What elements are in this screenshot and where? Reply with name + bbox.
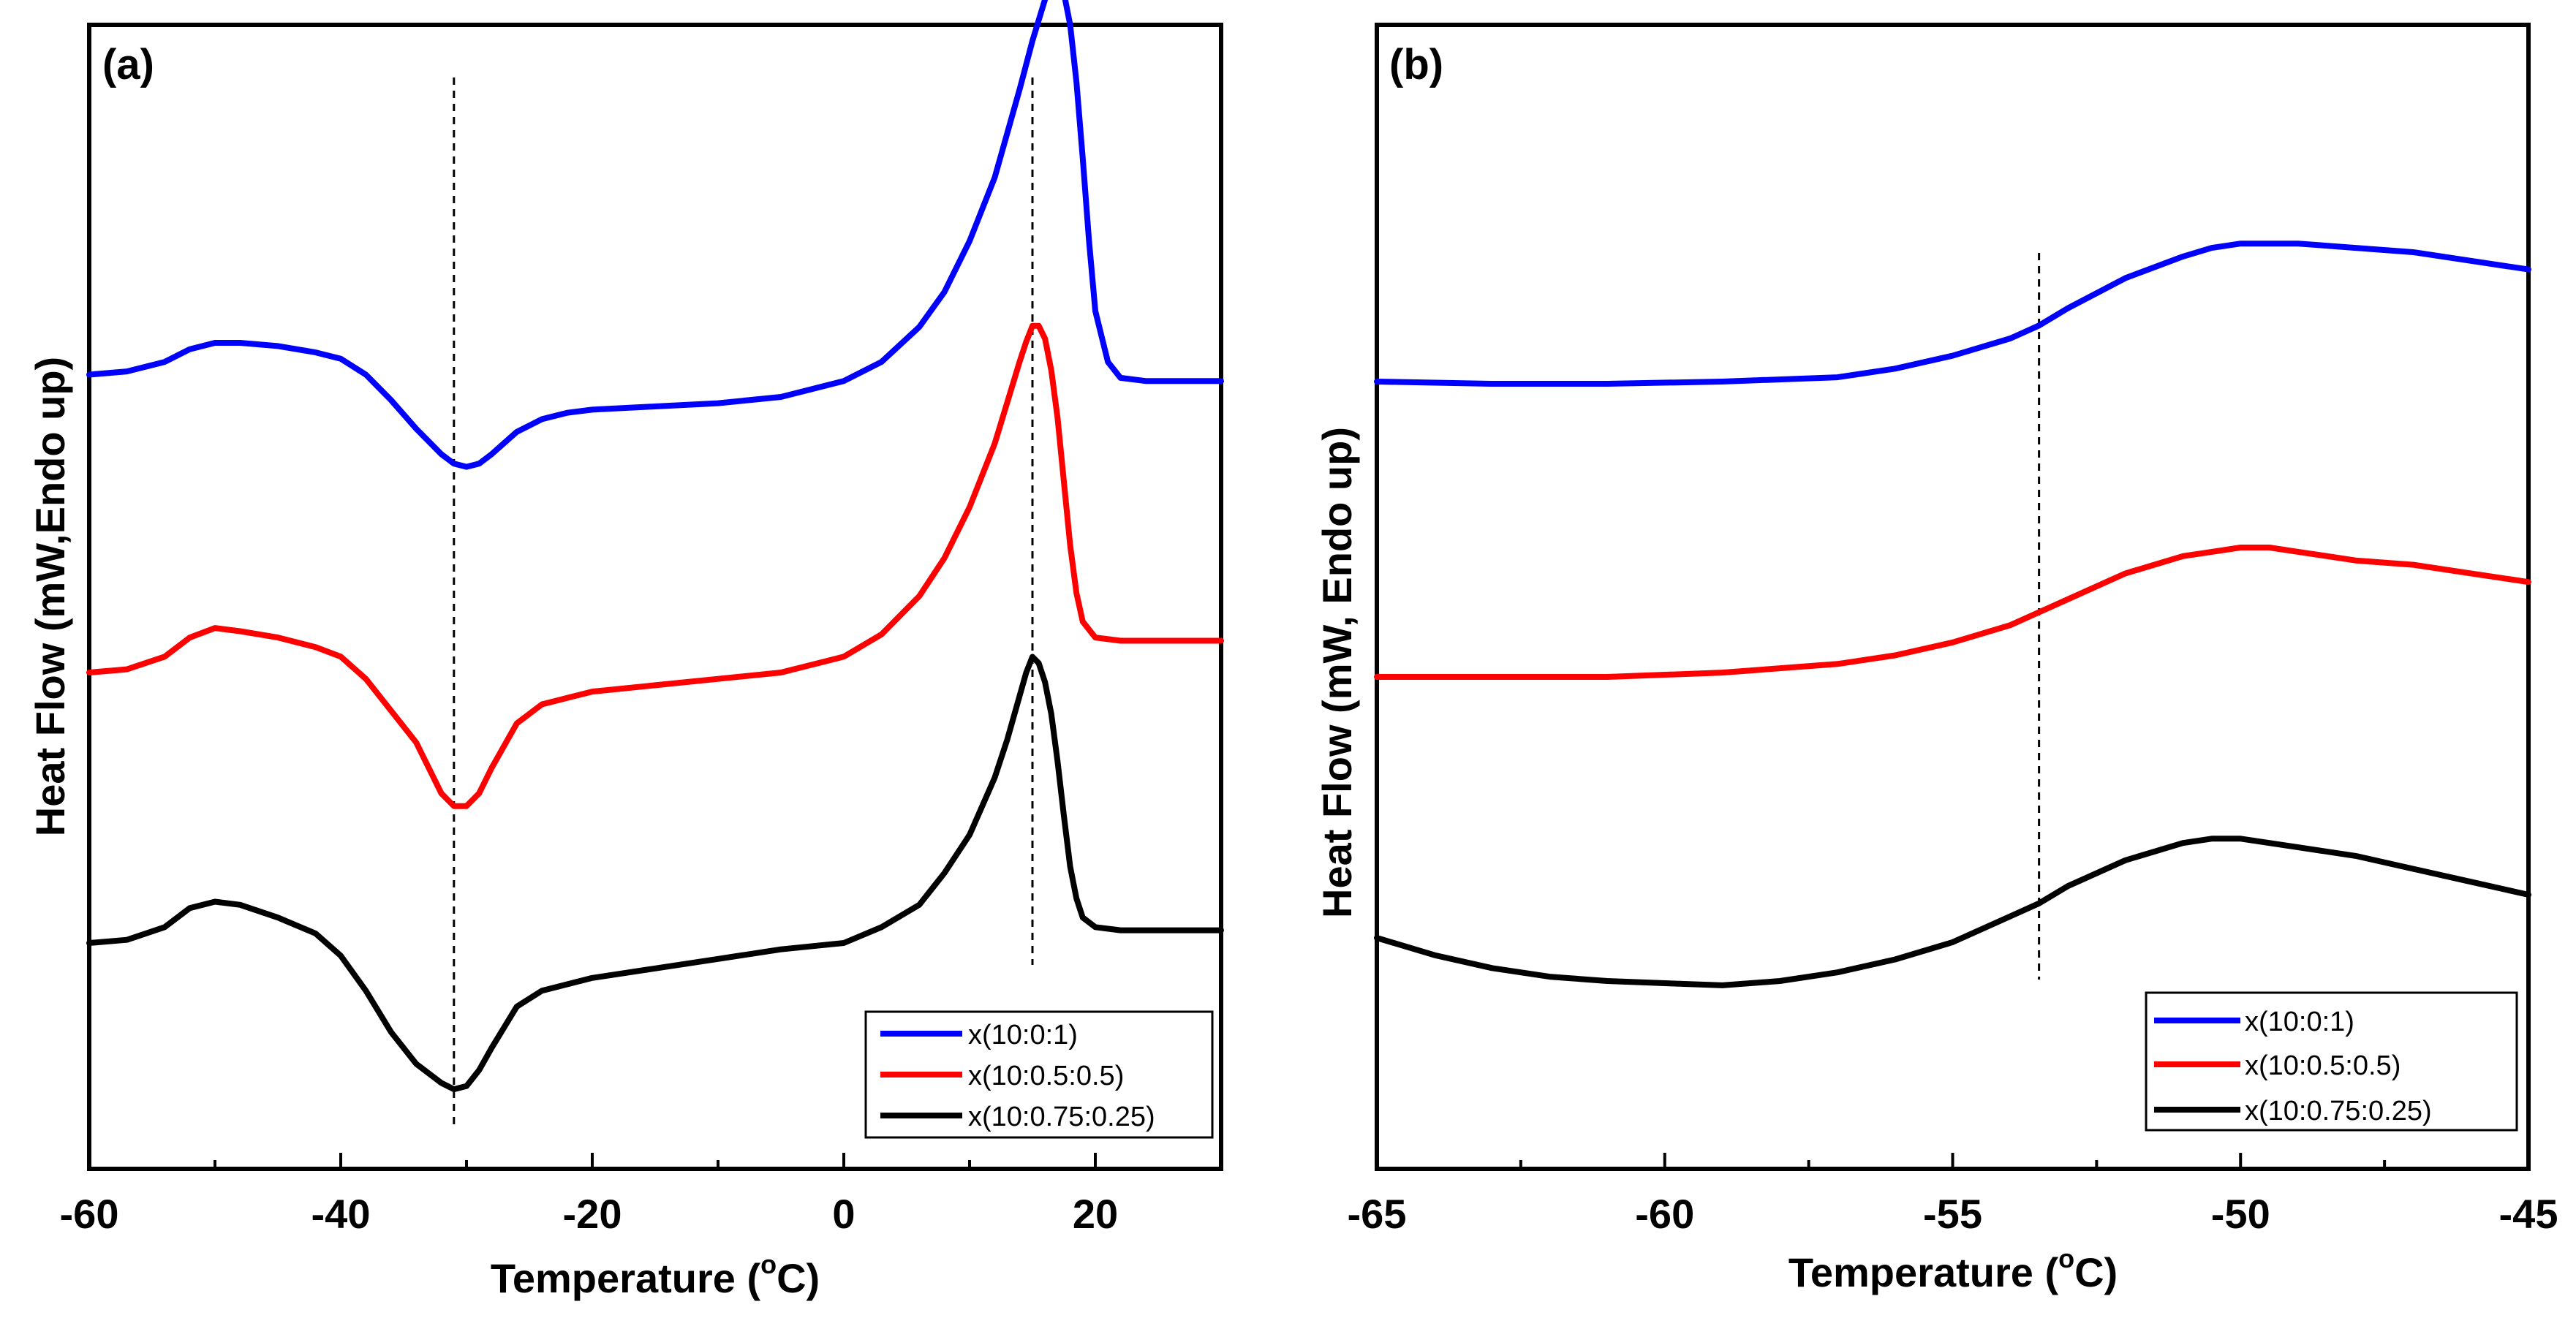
panel-a: (a) -60 -40 -20 0 20 Temperature (oC) Heat F… <box>27 0 1224 1301</box>
panel-b-series-2 <box>1374 545 2531 680</box>
panel-a-frame <box>87 23 1223 1171</box>
panel-b-x-ticks: -65 -60 -55 -50 -45 <box>1348 1153 2558 1237</box>
panel-a-legend-label-2: x(10:0.5:0.5) <box>968 1061 1124 1091</box>
panel-a-y-axis-label: Heat Flow (mW,Endo up) <box>27 357 73 836</box>
panel-b-x-tick-label: -55 <box>1923 1191 1982 1237</box>
panel-a-series-3 <box>86 654 1224 1093</box>
panel-a-x-tick-label: 20 <box>1073 1191 1118 1237</box>
panel-b-series <box>1374 241 2531 988</box>
panel-a-series-1 <box>86 0 1224 470</box>
panel-b: (b) -65 -60 -55 -50 -45 Temperature (oC) Hea… <box>1314 23 2558 1295</box>
panel-b-x-axis-label-sup: o <box>2058 1243 2074 1273</box>
panel-b-x-axis-label: Temperature (oC) <box>1789 1243 2118 1295</box>
panel-a-legend-label-3: x(10:0.75:0.25) <box>968 1102 1155 1132</box>
panel-a-reference-lines <box>453 77 1034 1126</box>
panel-b-x-axis-label-unit: C) <box>2074 1249 2118 1295</box>
panel-a-x-axis-label-unit: C) <box>777 1255 820 1301</box>
panel-b-x-tick-label: -45 <box>2499 1191 2558 1237</box>
panel-a-x-tick-label: 0 <box>832 1191 855 1237</box>
panel-a-legend-label-1: x(10:0:1) <box>968 1020 1078 1050</box>
panel-a-x-tick-label: -60 <box>60 1191 119 1237</box>
panel-a-legend: x(10:0:1) x(10:0.5:0.5) x(10:0.75:0.25) <box>864 1010 1214 1139</box>
panel-b-x-tick-label: -50 <box>2211 1191 2270 1237</box>
panel-b-legend: x(10:0:1) x(10:0.5:0.5) x(10:0.75:0.25) <box>2145 991 2518 1132</box>
panel-b-x-axis-label-main: Temperature ( <box>1789 1249 2059 1295</box>
panel-b-legend-label-2: x(10:0.5:0.5) <box>2245 1050 2401 1081</box>
panel-a-x-tick-label: -40 <box>311 1191 371 1237</box>
panel-a-x-axis-label: Temperature (oC) <box>491 1249 820 1301</box>
panel-a-x-axis-label-main: Temperature ( <box>491 1255 761 1301</box>
panel-b-x-tick-label: -60 <box>1635 1191 1694 1237</box>
panel-b-legend-label-3: x(10:0.75:0.25) <box>2245 1096 2432 1126</box>
panel-a-x-axis-label-sup: o <box>760 1249 777 1279</box>
panel-a-x-ticks: -60 -40 -20 0 20 <box>60 1153 1223 1237</box>
panel-a-series <box>86 0 1224 1093</box>
panel-a-series-2 <box>86 322 1224 809</box>
panel-b-y-axis-label: Heat Flow (mW, Endo up) <box>1314 427 1360 918</box>
panel-b-series-3 <box>1374 836 2531 988</box>
panel-a-x-tick-label: -20 <box>563 1191 622 1237</box>
panel-b-x-tick-label: -65 <box>1348 1191 1407 1237</box>
panel-b-label: (b) <box>1389 41 1443 88</box>
panel-a-label: (a) <box>102 41 154 88</box>
panel-b-legend-label-1: x(10:0:1) <box>2245 1007 2354 1037</box>
panel-b-series-1 <box>1374 241 2531 387</box>
